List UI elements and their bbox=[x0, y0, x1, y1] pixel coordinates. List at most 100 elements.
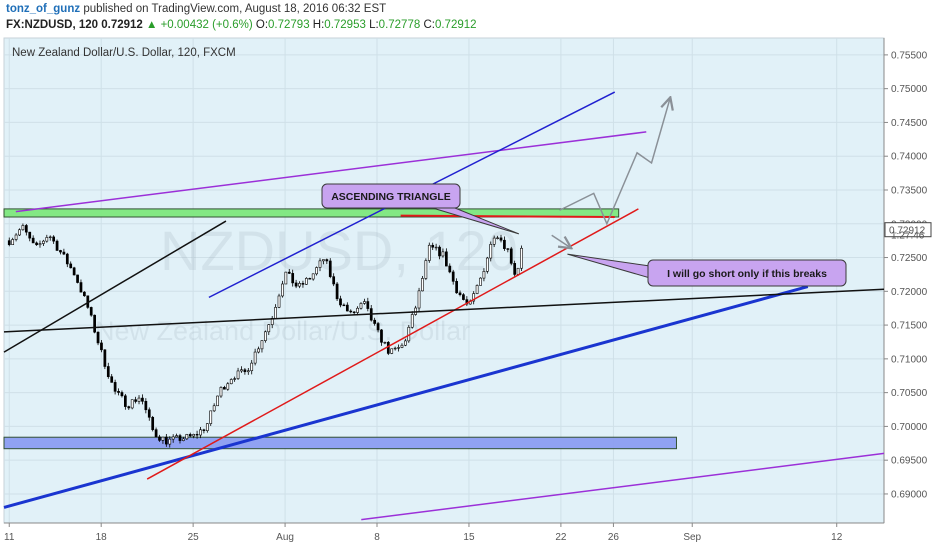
candle-body bbox=[424, 260, 428, 279]
open-value: 0.72793 bbox=[268, 19, 310, 31]
candle-body bbox=[250, 362, 254, 372]
candle-body bbox=[427, 244, 431, 261]
candle-body bbox=[281, 283, 284, 297]
candle-body bbox=[291, 273, 295, 284]
candle-body bbox=[421, 278, 424, 292]
candle-body bbox=[120, 392, 124, 397]
candle-body bbox=[342, 304, 346, 307]
candle-body bbox=[475, 285, 479, 294]
symbol-line: FX:NZDUSD, 120 0.72912 ▲ +0.00432 (+0.6%… bbox=[6, 19, 477, 31]
candle-body bbox=[175, 435, 178, 438]
candle-body bbox=[332, 276, 336, 285]
candle-body bbox=[59, 250, 62, 253]
candle-body bbox=[376, 323, 380, 331]
candle-body bbox=[363, 301, 366, 304]
chart-title: New Zealand Dollar/U.S. Dollar, 120, FXC… bbox=[12, 47, 236, 59]
candle-body bbox=[110, 376, 114, 383]
price-change: ▲ +0.00432 (+0.6%) bbox=[146, 19, 253, 31]
candle-body bbox=[226, 383, 230, 390]
candle-body bbox=[137, 397, 141, 402]
candle-body bbox=[236, 370, 240, 379]
candle-body bbox=[431, 244, 435, 248]
candle-body bbox=[298, 283, 301, 287]
y-tick-label: 0.73500 bbox=[891, 185, 928, 196]
low-value: 0.72778 bbox=[378, 19, 421, 31]
candle-body bbox=[455, 281, 458, 294]
candle-body bbox=[462, 294, 465, 300]
y-tick-label: 0.69000 bbox=[891, 489, 928, 500]
candle-body bbox=[103, 349, 107, 367]
x-tick-label: Sep bbox=[683, 532, 701, 543]
candle-body bbox=[205, 423, 209, 431]
watermark-symbol: NZDUSD, 120 bbox=[160, 219, 518, 282]
candle-body bbox=[76, 274, 79, 283]
candle-body bbox=[458, 292, 462, 295]
candle-body bbox=[345, 304, 349, 312]
candle-body bbox=[516, 267, 520, 275]
x-tick-label: 12 bbox=[831, 532, 843, 543]
candle-body bbox=[202, 429, 206, 431]
y-tick-label: 0.72500 bbox=[891, 253, 928, 264]
candle-body bbox=[404, 340, 407, 346]
y-tick-label: 0.74000 bbox=[891, 152, 928, 163]
short-note-callout bbox=[647, 259, 847, 287]
watermark-name: New Zealand Dollar/U.S. Dollar bbox=[95, 316, 470, 346]
candle-body bbox=[257, 348, 260, 353]
high-label: H: bbox=[312, 19, 325, 31]
candle-body bbox=[171, 436, 175, 440]
candle-body bbox=[113, 382, 117, 392]
candle-body bbox=[445, 251, 448, 267]
candle-body bbox=[83, 291, 86, 297]
candle-body bbox=[380, 329, 383, 343]
candle-body bbox=[188, 434, 192, 437]
candle-body bbox=[417, 290, 421, 309]
close-value: 0.72912 bbox=[434, 19, 477, 31]
candle-body bbox=[393, 347, 397, 350]
candle-body bbox=[434, 246, 438, 249]
candle-body bbox=[472, 293, 476, 302]
x-tick-label: 15 bbox=[463, 532, 475, 543]
candle-body bbox=[267, 324, 271, 333]
ascending-triangle-callout bbox=[321, 183, 461, 209]
candle-body bbox=[315, 267, 318, 275]
candle-body bbox=[130, 399, 134, 409]
x-tick-label: 25 bbox=[188, 532, 200, 543]
y-tick-label: 0.75500 bbox=[891, 50, 928, 61]
x-tick-label: 26 bbox=[608, 532, 620, 543]
candle-body bbox=[52, 236, 56, 242]
chart-header: tonz_of_gunz published on TradingView.co… bbox=[0, 0, 932, 36]
candle-body bbox=[31, 237, 35, 244]
open-label: O: bbox=[255, 19, 269, 31]
y-tick-label: 0.71500 bbox=[891, 321, 928, 332]
candle-body bbox=[479, 277, 482, 286]
candle-body bbox=[386, 341, 390, 354]
candle-body bbox=[366, 301, 370, 309]
candle-body bbox=[373, 319, 377, 324]
candle-body bbox=[441, 251, 445, 257]
y-tick-label: 0.69500 bbox=[891, 456, 928, 467]
author-link[interactable]: tonz_of_gunz bbox=[6, 3, 81, 15]
candle-body bbox=[158, 436, 161, 441]
candle-body bbox=[168, 438, 172, 445]
candle-body bbox=[253, 351, 257, 364]
candle-body bbox=[311, 273, 315, 280]
candle-body bbox=[301, 283, 305, 285]
candle-body bbox=[499, 237, 503, 241]
candle-body bbox=[489, 244, 493, 259]
candle-body bbox=[182, 438, 185, 441]
candle-body bbox=[14, 234, 18, 240]
candle-body bbox=[492, 237, 496, 245]
candle-body bbox=[229, 379, 233, 385]
projection-arrow-up bbox=[559, 99, 670, 226]
candle-body bbox=[349, 310, 353, 313]
candle-body bbox=[127, 406, 131, 409]
publish-info: published on TradingView.com, August 18,… bbox=[83, 3, 387, 15]
y-tick-label: 0.70000 bbox=[891, 422, 928, 433]
ascending-triangle-label: ASCENDING TRIANGLE bbox=[331, 191, 451, 203]
triangle-top-red bbox=[400, 214, 615, 219]
candle-body bbox=[451, 271, 455, 282]
candle-body bbox=[161, 436, 165, 441]
lower-channel-purple bbox=[361, 452, 885, 521]
candle-body bbox=[79, 282, 83, 293]
